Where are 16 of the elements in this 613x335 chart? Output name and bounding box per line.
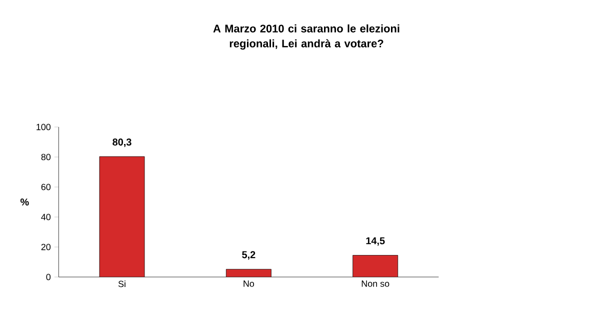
y-tick-label: 60: [41, 184, 51, 190]
data-label: 80,3: [112, 138, 132, 148]
chart-title: A Marzo 2010 ci saranno le elezioni regionali, Lei andrà a votare?: [213, 24, 400, 50]
y-axis-title: %: [20, 198, 29, 206]
data-label: 5,2: [242, 251, 256, 260]
bar: [100, 156, 145, 277]
x-tick-label: Non so: [362, 280, 390, 287]
y-tick-label: 40: [41, 214, 51, 220]
x-tick-label: Si: [118, 280, 126, 288]
y-tick-label: 80: [41, 154, 51, 160]
bar: [352, 255, 398, 277]
y-tick-label: 20: [41, 244, 51, 250]
y-tick-label: 0: [46, 274, 51, 280]
y-tick-label: 100: [36, 124, 51, 130]
x-tick-label: No: [244, 280, 254, 287]
data-label: 14,5: [366, 237, 385, 246]
